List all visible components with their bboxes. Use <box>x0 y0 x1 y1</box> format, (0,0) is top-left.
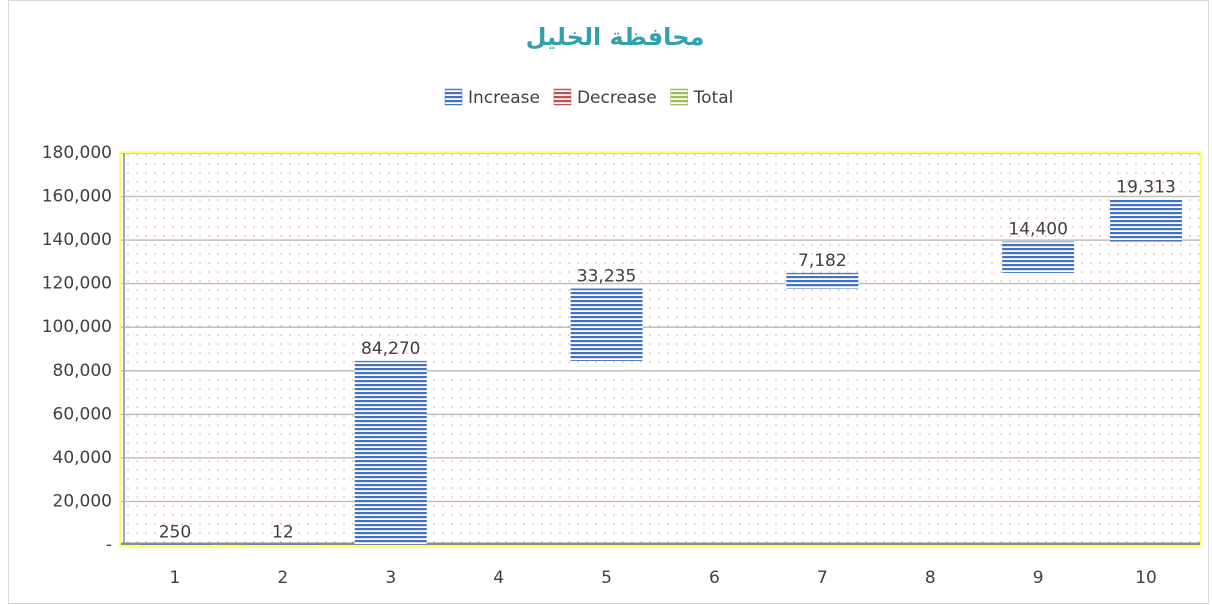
plot-area <box>121 153 1200 545</box>
data-label: 12 <box>272 522 294 542</box>
legend-label: Increase <box>468 88 540 108</box>
legend-label: Total <box>693 88 734 108</box>
x-tick-label: 4 <box>493 568 504 588</box>
data-label: 19,313 <box>1116 177 1175 197</box>
y-tick-label: 100,000 <box>42 317 112 337</box>
y-tick-label: 20,000 <box>53 491 112 511</box>
y-tick-label: 40,000 <box>53 448 112 468</box>
x-tick-label: 7 <box>817 568 828 588</box>
y-tick-label: 80,000 <box>53 361 112 381</box>
x-tick-label: 6 <box>709 568 720 588</box>
data-label: 14,400 <box>1008 220 1067 240</box>
data-label: 33,235 <box>577 267 636 287</box>
x-tick-label: 10 <box>1135 568 1157 588</box>
data-label: 84,270 <box>361 339 420 359</box>
y-tick-label: 180,000 <box>42 143 112 163</box>
legend-swatch <box>553 88 572 106</box>
x-tick-label: 8 <box>925 568 936 588</box>
data-label: 7,182 <box>798 251 847 271</box>
bar <box>1002 241 1075 273</box>
bar <box>354 360 427 545</box>
x-tick-label: 2 <box>277 568 288 588</box>
x-tick-label: 5 <box>601 568 612 588</box>
y-tick-label: 160,000 <box>42 187 112 207</box>
plot-border <box>119 151 1202 547</box>
y-tick-label: 120,000 <box>42 274 112 294</box>
y-tick-label: 60,000 <box>53 404 112 424</box>
chart-title: محافظة الخليل <box>526 23 705 51</box>
y-tick-label: 140,000 <box>42 230 112 250</box>
legend-swatch <box>670 88 688 106</box>
bar <box>138 544 211 545</box>
legend-swatch <box>444 88 463 106</box>
y-tick-label: - <box>106 535 112 555</box>
bar <box>246 544 319 545</box>
x-tick-label: 9 <box>1033 568 1044 588</box>
legend-label: Decrease <box>577 88 657 108</box>
bar <box>786 272 859 289</box>
bar <box>570 288 643 361</box>
x-tick-label: 3 <box>385 568 396 588</box>
x-tick-label: 1 <box>170 568 181 588</box>
bar <box>1110 199 1183 242</box>
data-label: 250 <box>159 522 191 542</box>
